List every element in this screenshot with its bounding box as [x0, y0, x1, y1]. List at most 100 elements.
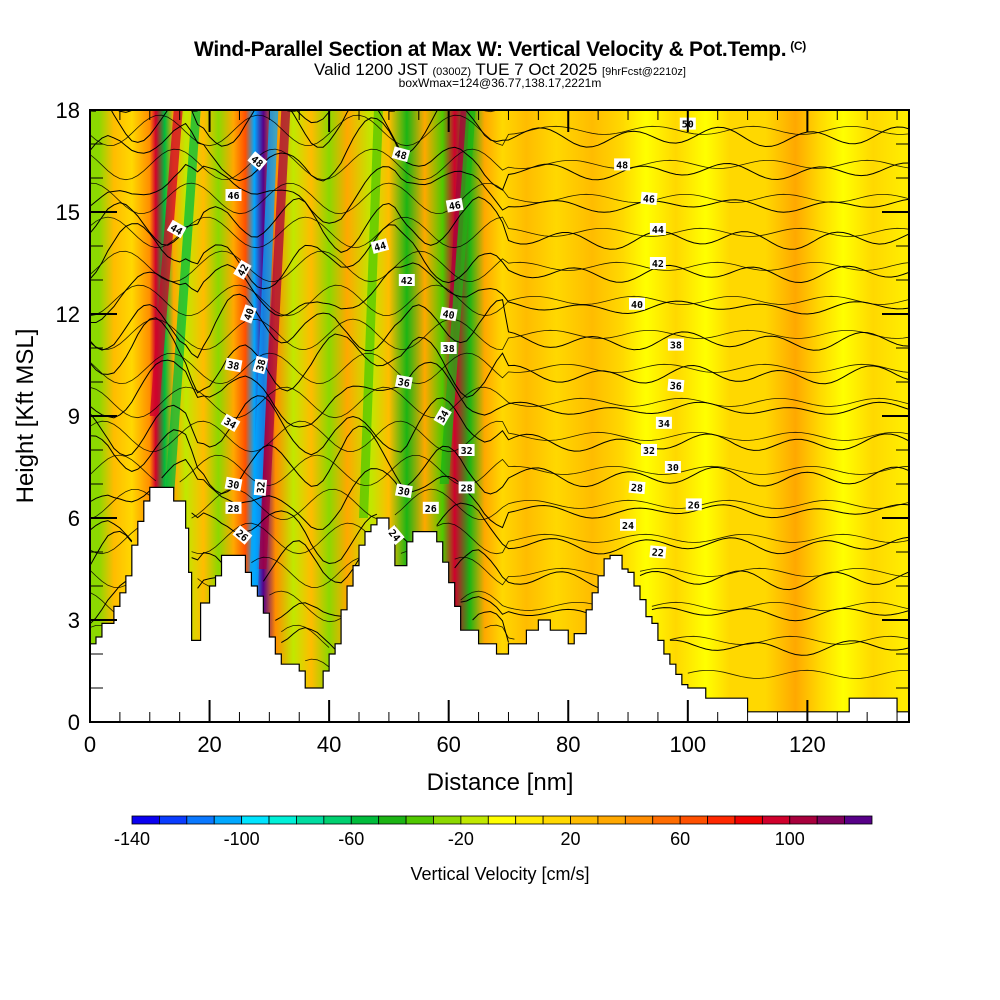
colorbar-swatch [652, 815, 681, 825]
isentrope-label-text: 40 [243, 307, 257, 322]
isentrope-label-bg [391, 146, 411, 163]
isentrope-label-bg [252, 355, 269, 375]
colorbar-swatch [570, 815, 599, 825]
isentrope-line [90, 624, 909, 648]
isentrope-line [90, 420, 909, 453]
isentrope-label: 30 [224, 476, 243, 492]
colorbar: -140 -100 -60 -20 20 60 100 [114, 815, 873, 849]
copyright-mark: (C) [790, 39, 806, 53]
colorbar-tick-label: 100 [775, 829, 805, 849]
isentrope-label-bg [655, 416, 672, 429]
x-tick-label: 40 [317, 732, 341, 757]
isentrope-label: 38 [667, 338, 684, 352]
isentrope-label-bg [370, 238, 390, 254]
isentrope-line [90, 163, 909, 224]
isentrope-label-bg [398, 274, 415, 286]
isentrope-label-bg [439, 306, 458, 322]
isentrope-line [90, 454, 909, 487]
colorbar-swatch [159, 815, 188, 825]
isentrope-label: 30 [394, 483, 413, 499]
isentrope-label: 40 [240, 304, 257, 324]
colorbar-swatch [433, 815, 462, 825]
isentrope-label-bg [445, 197, 464, 213]
colorbar-swatch [707, 815, 736, 825]
isentrope-line [90, 577, 909, 625]
isentrope-label: 34 [433, 406, 452, 426]
valid-utc: (0300Z) [432, 66, 471, 78]
isentrope-label-text: 44 [652, 225, 664, 236]
isentrope-label: 40 [439, 306, 458, 322]
isentrope-line [90, 284, 909, 317]
isentrope-label-bg [649, 223, 666, 235]
isentrope-label-text: 44 [168, 223, 184, 239]
isentrope-label: 42 [233, 259, 252, 280]
y-tick-label: 3 [68, 608, 80, 633]
isentrope-line [90, 117, 909, 191]
isentrope-label: 34 [655, 416, 672, 430]
terrain [90, 486, 909, 722]
isentrope-label-bg [440, 342, 457, 354]
isentrope-label-text: 46 [227, 191, 239, 202]
isentrope-label-text: 30 [397, 486, 411, 499]
isentrope-label-text: 36 [397, 377, 411, 390]
chart-title: Wind-Parallel Section at Max W: Vertical… [0, 38, 1000, 62]
isentrope-label-text: 42 [652, 259, 664, 270]
isentrope-label: 38 [252, 355, 269, 375]
colorbar-swatch [624, 815, 654, 825]
isentrope-label-bg [649, 545, 667, 559]
isentrope-label: 26 [685, 498, 702, 511]
x-tick-label: 20 [197, 732, 221, 757]
y-tick-label: 18 [56, 98, 80, 123]
isentrope-label-text: 46 [448, 200, 462, 213]
colorbar-swatch [241, 815, 270, 825]
isentrope-line [90, 359, 909, 428]
y-tick-label: 9 [68, 404, 80, 429]
isentrope-line [90, 590, 909, 623]
isentrope-label-bg [240, 304, 257, 324]
isentrope-line [90, 250, 909, 283]
isentrope-label-text: 44 [373, 241, 387, 255]
isentrope-label-text: 42 [401, 276, 413, 287]
box-wmax-info: boxWmax=124@36.77,138.17,2221m [398, 76, 602, 90]
valid-time: Valid 1200 JST [314, 60, 428, 79]
colorbar-swatch [378, 815, 407, 825]
isentrope-label: 46 [445, 197, 464, 213]
colorbar-swatch [405, 815, 434, 825]
isentrope-line [90, 556, 909, 588]
isentrope-label-text: 34 [436, 409, 452, 425]
colorbar-swatch [323, 815, 352, 825]
isentrope-label-bg [458, 444, 475, 456]
colorbar-tick-label: -100 [224, 829, 260, 849]
isentrope-line [90, 425, 909, 495]
isentrope-line [90, 223, 909, 290]
colorbar-swatch [487, 815, 517, 825]
isentrope-label-text: 36 [669, 381, 682, 393]
isentrope-label-bg [253, 478, 268, 496]
velocity-streak [164, 110, 201, 501]
isentrope-label-bg [166, 219, 187, 239]
isentrope-line [90, 530, 909, 591]
y-tick-label: 15 [56, 200, 80, 225]
isentrope-label: 44 [370, 238, 390, 255]
colorbar-swatch [213, 815, 243, 825]
isentrope-label-bg [232, 525, 253, 545]
colorbar-swatch [350, 815, 380, 825]
x-axis: 0 20 40 60 80 100 120 [84, 110, 898, 757]
isentrope-label: 42 [398, 274, 415, 287]
colorbar-swatch [789, 815, 818, 825]
isentrope-label-text: 38 [255, 358, 269, 372]
isentrope-label-bg [629, 297, 645, 310]
x-axis-label: Distance [nm] [427, 769, 574, 796]
isentrope-line [90, 522, 909, 555]
isentrope-label-bg [394, 374, 413, 390]
x-tick-label: 0 [84, 732, 96, 757]
colorbar-swatch [515, 815, 544, 825]
x-tick-label: 120 [789, 732, 826, 757]
x-tick-label: 80 [556, 732, 580, 757]
colorbar-swatch [268, 815, 297, 825]
y-tick-label: 0 [68, 710, 80, 735]
isentrope-lines [90, 110, 909, 679]
velocity-streak [257, 110, 291, 569]
